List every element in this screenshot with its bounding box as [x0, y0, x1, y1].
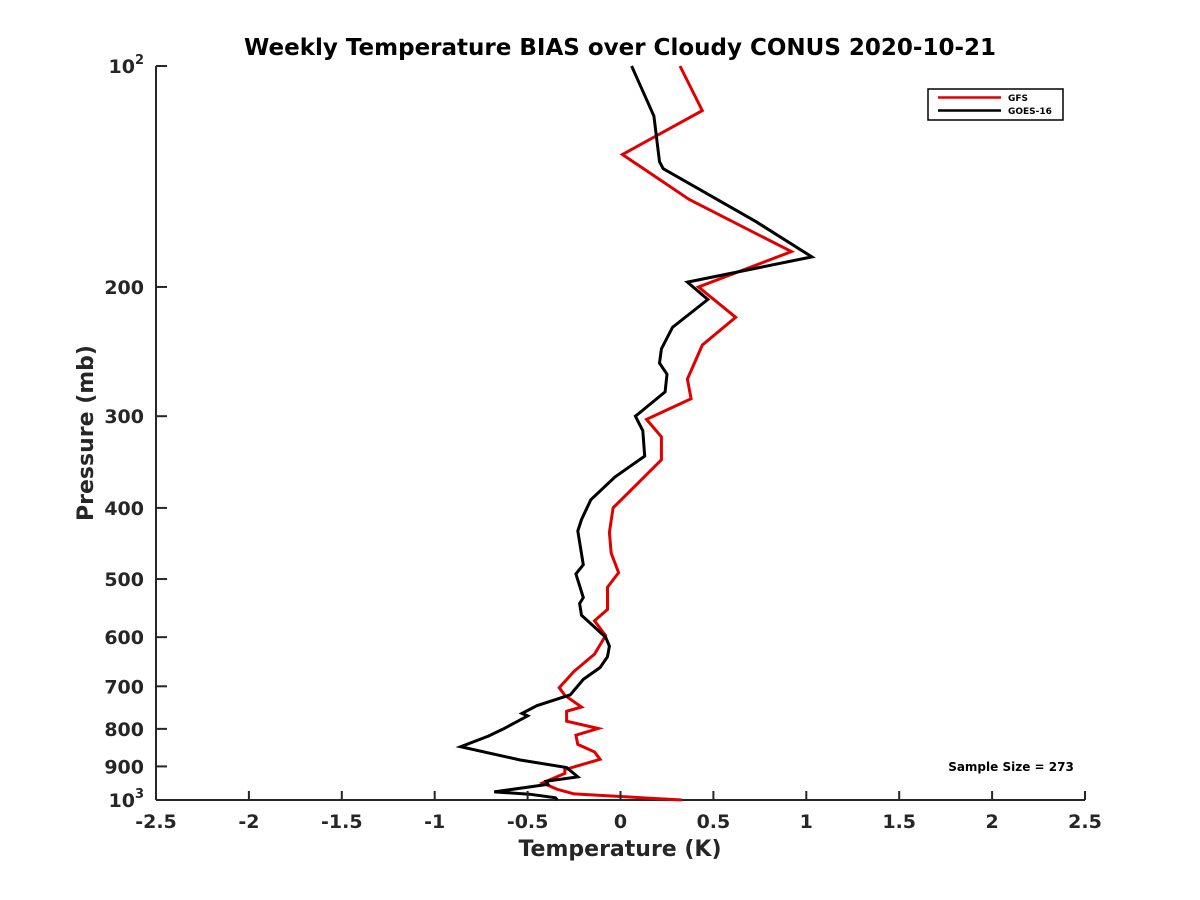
y-axis-label: Pressure (mb) [74, 345, 99, 521]
y-tick-label: 300 [104, 406, 144, 428]
series-line-goes-16 [455, 65, 816, 801]
x-tick-label: 0 [614, 811, 627, 833]
y-tick-label: 800 [104, 719, 144, 741]
y-tick-label: 600 [104, 627, 144, 649]
x-ticks: -2.5 -2 -1.5 -1 -0.5 0 0.5 1 1.5 2 2.5 [135, 791, 1102, 833]
series-layer [455, 65, 816, 802]
x-tick-label: 1 [800, 811, 813, 833]
legend: GFS GOES-16 [927, 88, 1064, 121]
y-tick-label: 900 [104, 756, 144, 778]
y-tick-label: 500 [104, 569, 144, 591]
chart-title: Weekly Temperature BIAS over Cloudy CONU… [244, 35, 996, 61]
legend-label-goes-16: GOES-16 [1008, 107, 1052, 117]
y-tick-label: 400 [104, 498, 144, 520]
y-tick-label: 200 [104, 277, 144, 299]
x-tick-label: 1.5 [882, 811, 916, 833]
y-tick-label: 700 [104, 676, 144, 698]
x-tick-label: -2.5 [135, 811, 177, 833]
legend-box [927, 88, 1064, 121]
legend-label-gfs: GFS [1008, 94, 1028, 104]
x-tick-label: 0.5 [697, 811, 731, 833]
y-tick-label: 103 [109, 787, 145, 812]
x-axis-label: Temperature (K) [518, 837, 721, 862]
x-tick-label: 2 [985, 811, 998, 833]
sample-size-annotation: Sample Size = 273 [948, 760, 1074, 774]
y-ticks: 102 200 300 400 500 600 700 800 900 103 [104, 53, 167, 812]
series-line-gfs [538, 65, 796, 802]
x-tick-label: 2.5 [1068, 811, 1102, 833]
y-tick-label: 102 [109, 53, 145, 78]
x-tick-label: -1.5 [321, 811, 363, 833]
x-tick-label: -0.5 [507, 811, 549, 833]
x-tick-label: -1 [424, 811, 445, 833]
x-tick-label: -2 [238, 811, 259, 833]
